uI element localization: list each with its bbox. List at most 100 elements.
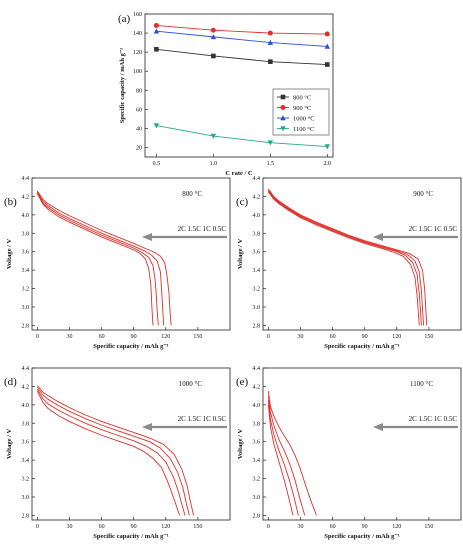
data-point	[210, 133, 217, 139]
x-tick-label: 30	[297, 524, 303, 530]
rate-label: 2C 1.5C 1C 0.5C	[409, 225, 458, 233]
y-tick-label: 3.6	[253, 250, 261, 256]
y-tick-label: 3.4	[253, 268, 261, 274]
y-tick-label: 4.2	[253, 384, 261, 390]
discharge-curve	[267, 400, 299, 516]
x-tick-label: 2.0	[324, 161, 332, 167]
legend-entry: 1000 °C	[293, 115, 315, 122]
legend-marker	[280, 105, 286, 110]
y-tick-label: 4.4	[22, 176, 30, 182]
y-tick-label: 40	[136, 126, 142, 132]
y-tick-label: 80	[136, 88, 142, 94]
legend-entry: 1100 °C	[293, 126, 314, 133]
rate-arrow-head	[373, 423, 383, 431]
discharge-curve	[36, 387, 190, 516]
y-tick-label: 160	[133, 12, 142, 18]
data-point	[267, 140, 274, 146]
y-tick-label: 4.2	[22, 384, 30, 390]
y-tick-label: 3.2	[22, 477, 30, 483]
data-point	[267, 30, 273, 36]
data-point	[268, 59, 273, 64]
x-tick-label: 0.5	[153, 161, 161, 167]
x-axis-label: C rate / C	[225, 170, 253, 177]
x-tick-label: 90	[362, 524, 368, 530]
data-point	[154, 46, 159, 52]
y-axis-label: Voltage / V	[6, 429, 13, 460]
x-tick-label: 120	[161, 334, 170, 340]
plot-frame	[31, 177, 231, 331]
y-tick-label: 4.4	[253, 176, 261, 182]
x-tick-label: 30	[297, 334, 303, 340]
y-tick-label: 140	[133, 31, 142, 37]
data-point	[153, 22, 159, 28]
discharge-curve	[267, 191, 420, 326]
discharge-curve	[267, 395, 306, 516]
x-axis-label: Specific capacity / mAh g⁻¹	[324, 343, 399, 350]
y-tick-label: 120	[133, 50, 142, 56]
y-tick-label: 3.4	[22, 458, 30, 464]
x-axis-label: Specific capacity / mAh g⁻¹	[93, 343, 168, 350]
x-tick-label: 0	[267, 334, 270, 340]
plot-frame	[262, 177, 462, 331]
discharge-curve	[267, 404, 294, 516]
discharge-curve	[267, 188, 428, 326]
y-tick-label: 3.0	[253, 305, 261, 311]
y-tick-label: 4.2	[22, 194, 30, 200]
discharge-curve	[37, 385, 195, 516]
y-tick-label: 3.6	[253, 440, 261, 446]
x-tick-label: 0	[36, 524, 39, 530]
plot-frame	[31, 367, 231, 521]
rate-arrow-head	[142, 423, 152, 431]
series-line	[156, 30, 328, 47]
x-tick-label: 60	[330, 334, 336, 340]
y-tick-label: 2.8	[22, 513, 30, 519]
x-tick-label: 60	[330, 524, 336, 530]
x-axis-label: Specific capacity / mAh g⁻¹	[93, 533, 168, 540]
data-point	[325, 62, 330, 67]
series-line	[156, 48, 328, 65]
y-tick-label: 3.8	[22, 421, 30, 427]
plot-frame	[262, 367, 462, 521]
panel-label: (d)	[4, 376, 17, 388]
y-tick-label: 4.4	[22, 366, 30, 372]
legend-marker	[280, 115, 286, 121]
y-tick-label: 3.2	[22, 287, 30, 293]
discharge-curve	[36, 193, 154, 326]
temperature-annotation: 1000 °C	[179, 380, 203, 388]
x-tick-label: 60	[99, 524, 105, 530]
chart-panel-5: (e) 0 30 60 90 120 150 2.8 3.0 3.2 3.4 3.6 3.8 4.0 4.2…	[236, 366, 462, 540]
x-tick-label: 150	[193, 334, 202, 340]
x-tick-label: 30	[66, 524, 72, 530]
data-point	[210, 34, 217, 40]
legend-entry: 900 °C	[293, 105, 311, 112]
rate-arrow-head	[373, 233, 383, 241]
panel-label: (e)	[236, 376, 249, 388]
chart-panel-1: (a) 0.5 1.0 1.5 2.0 20 40 60 80 100 120 140 160 C rat…	[118, 12, 334, 177]
rate-label: 2C 1.5C 1C 0.5C	[178, 225, 227, 233]
y-axis-label: Specific capacity / mAh g⁻¹	[119, 48, 126, 123]
temperature-annotation: 900 °C	[413, 190, 433, 198]
chart-panel-2: (b) 0 30 60 90 120 150 2.8 3.0 3.2 3.4 3.6 3.8 4.0 4.2…	[4, 176, 231, 350]
y-tick-label: 3.2	[253, 287, 261, 293]
x-axis-label: Specific capacity / mAh g⁻¹	[324, 533, 399, 540]
x-tick-label: 150	[424, 334, 433, 340]
rate-arrow-head	[142, 233, 152, 241]
y-tick-label: 4.0	[22, 213, 30, 219]
x-tick-label: 90	[131, 334, 137, 340]
y-tick-label: 3.6	[22, 250, 30, 256]
y-tick-label: 3.8	[253, 421, 261, 427]
chart-panel-3: (c) 0 30 60 90 120 150 2.8 3.0 3.2 3.4 3.6 3.8 4.0 4.2…	[236, 176, 462, 350]
y-tick-label: 3.4	[253, 458, 261, 464]
y-tick-label: 3.6	[22, 440, 30, 446]
y-tick-label: 3.8	[22, 231, 30, 237]
y-tick-label: 2.8	[22, 323, 30, 329]
data-point	[324, 144, 331, 150]
plot-frame	[144, 13, 334, 158]
data-point	[210, 27, 216, 33]
y-axis-label: Voltage / V	[237, 239, 244, 270]
legend-marker	[280, 94, 286, 100]
series-line	[156, 24, 328, 35]
x-tick-label: 1.0	[210, 161, 218, 167]
x-tick-label: 60	[99, 334, 105, 340]
